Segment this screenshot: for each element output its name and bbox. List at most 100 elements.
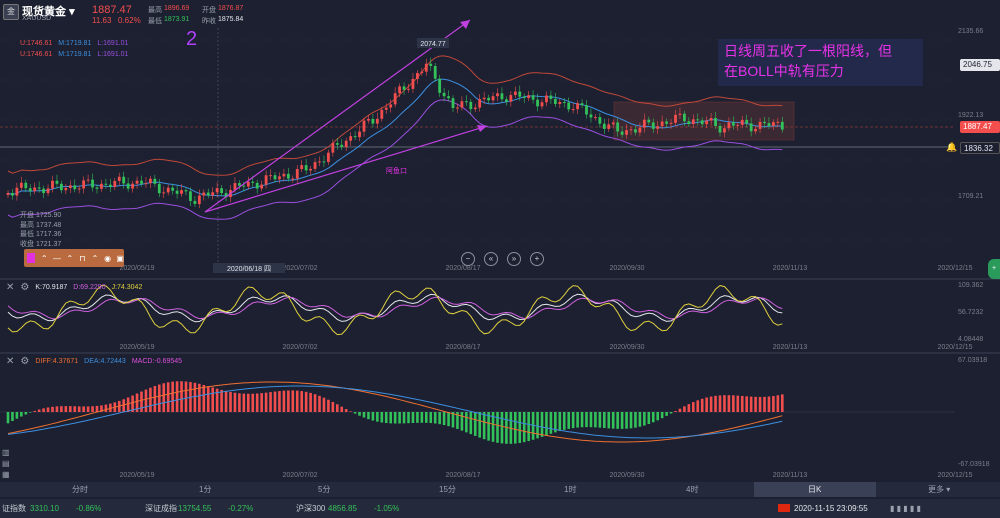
macd-bar [740,395,744,412]
annotation-line: 日线周五收了一根阳线，但 [724,43,892,59]
alarm-bell-icon[interactable]: 🔔 [946,142,958,152]
color-swatch-button[interactable] [27,253,36,263]
tab-more[interactable]: 更多 ▾ [928,484,950,495]
candle [331,143,335,153]
candle [11,193,14,196]
lock-icon[interactable]: ⊓ [79,253,86,263]
candle [162,192,166,194]
tab-timeframe[interactable]: 1时 [564,485,577,494]
index-name[interactable]: 沪深300 [296,504,326,513]
macd-bar [104,404,108,412]
last-price: 1887.47 [92,4,132,16]
price-tick: 1922.13 [958,112,983,119]
macd-bar [451,412,455,428]
macd-bar [776,395,780,412]
index-pct: -1.05% [374,504,400,513]
status-icons[interactable]: ▮ ▮ ▮ ▮ ▮ [890,504,921,513]
line-style-icon[interactable]: — [53,253,62,263]
close-icon[interactable]: ✕ [6,356,15,367]
candle [714,117,717,126]
eye-icon[interactable]: ◉ [104,253,112,263]
macd-bar [278,391,281,412]
chevron-up-icon[interactable]: ⌃ [66,253,74,263]
macd-bar [736,395,740,412]
annotation-line: 在BOLL中轨有压力 [724,63,844,79]
symbol-name[interactable]: 现货黄金 ▾ [22,6,75,18]
tab-timeframe-active[interactable]: 日K [808,485,822,494]
candle [629,129,633,131]
candle [758,121,762,129]
chevron-up-icon[interactable]: ⌃ [40,253,48,263]
candle [736,124,740,126]
zoom-out-icon[interactable]: − [461,252,475,266]
rewind-icon[interactable]: « [484,252,498,266]
macd-bar [482,412,486,440]
candle [42,188,45,194]
forward-icon[interactable]: » [507,252,521,266]
candle [620,131,624,135]
macd-bar [376,412,379,422]
ohlc-high: 最高 1737.48 [20,221,62,229]
macd-bar [109,403,112,412]
gear-icon[interactable]: ⚙ [20,356,30,367]
x-axis-label: 2020/05/19 [119,265,154,272]
candle [442,92,446,97]
tab-more-label: 更多 [928,485,944,494]
macd-bar [220,389,223,412]
candle [144,183,148,185]
candle [68,185,72,189]
macd-bar [69,406,72,412]
candle [269,175,272,177]
candle [491,96,495,101]
side-expand-button[interactable]: + [988,259,1000,279]
index-name[interactable]: 深证成指 [145,504,177,513]
macd-bar [367,412,370,420]
chart-settings-icon[interactable]: ▥ [2,448,10,457]
tab-timeframe[interactable]: 1分 [199,485,212,494]
gear-icon[interactable]: ⚙ [20,282,30,293]
index-name[interactable]: 证指数 [2,504,26,513]
index-value: 13754.55 [178,504,212,513]
macd-bar [616,412,619,429]
candle [607,124,611,129]
candle [398,86,401,94]
macd-bar [625,412,628,429]
macd-header: ✕ ⚙ DIFF:4.37671 DEA:4.72443 MACD:-0.695… [6,356,182,367]
crosshair-date-bg [213,263,285,273]
candle [451,98,455,109]
macd-bar [571,412,575,429]
chart-canvas[interactable]: 2135.66 1922.13 1709.21 2020/05/19 2020/07/0… [0,0,1000,482]
tab-timeframe[interactable]: 分时 [72,485,88,494]
macd-bar [344,409,348,412]
candle [727,122,731,129]
kdj-tick: 109.362 [958,282,983,289]
chevron-up-icon[interactable]: ⌃ [91,253,99,263]
candle [86,179,90,181]
trash-icon[interactable]: ▣ [116,253,124,263]
low-value: 1873.91 [164,16,190,23]
chart-settings-icon[interactable]: ▦ [2,470,10,479]
tab-timeframe[interactable]: 5分 [318,485,331,494]
price-change-pct: 0.62% [118,16,141,25]
zoom-in-icon[interactable]: + [530,252,544,266]
chart-settings-icon[interactable]: ▤ [2,459,10,468]
macd-bar [86,406,90,412]
macd-bar [700,398,704,412]
x-axis-label: 2020/08/17 [445,344,480,351]
price-tag-1836: 1836.32 [960,142,1000,154]
tab-timeframe[interactable]: 4时 [686,485,699,494]
macd-bar [518,412,522,443]
open-label: 开盘 [202,7,216,14]
candle [562,101,566,103]
candle [238,183,241,186]
macd-tick: 67.03918 [958,357,987,364]
x-axis-label: 2020/07/02 [282,472,317,479]
candle [674,114,677,123]
tab-timeframe[interactable]: 15分 [439,485,456,494]
candle [153,178,157,184]
close-icon[interactable]: ✕ [6,282,15,293]
peak-label: 2074.77 [420,41,445,48]
dropdown-icon[interactable]: ▾ [69,6,75,18]
candle [656,126,660,129]
macd-bar [380,412,384,423]
